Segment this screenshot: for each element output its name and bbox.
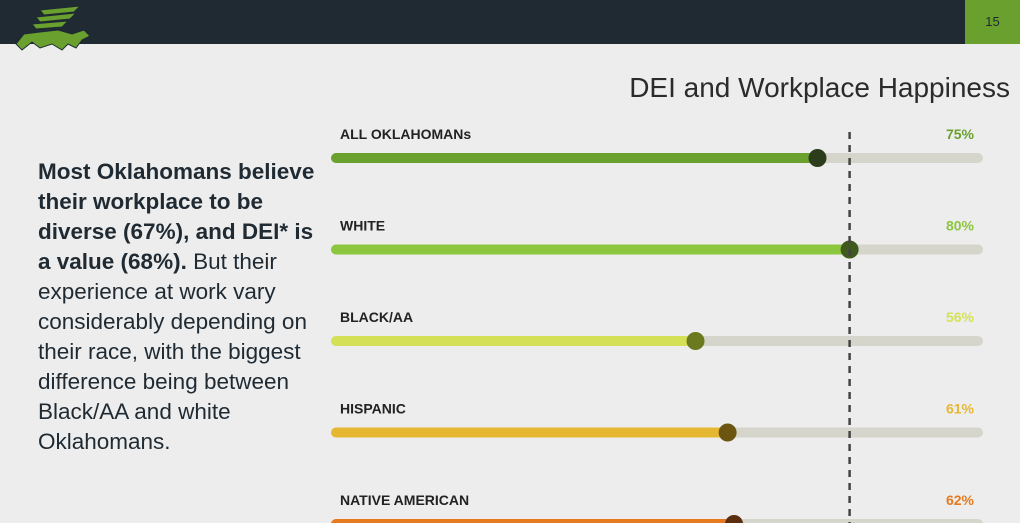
value-label: 80% [946,218,975,234]
bar-end-dot [718,423,737,442]
value-label: 62% [946,492,975,508]
category-label: WHITE [340,218,385,234]
category-label: NATIVE AMERICAN [340,492,469,508]
value-label: 75% [946,126,975,142]
body-text: Most Oklahomans believe their workplace … [38,157,318,457]
category-label: ALL OKLAHOMANs [340,126,471,142]
slide-title: DEI and Workplace Happiness [629,72,1010,103]
top-bar: 15 [0,0,1020,51]
bar-end-dot [725,515,743,523]
category-label: HISPANIC [340,401,406,417]
page-number-box: 15 [965,0,1020,44]
horse-logo-icon [15,5,91,51]
page-number: 15 [985,14,1000,29]
body-text-bold: Most Oklahomans believe their workplace … [38,159,315,274]
value-label: 61% [946,401,975,417]
bar-end-dot [808,149,827,167]
category-label: BLACK/AA [340,309,413,325]
bar-end-dot [686,332,705,350]
body-text-regular: But their experience at work vary consid… [38,249,307,454]
value-label: 56% [946,309,975,325]
